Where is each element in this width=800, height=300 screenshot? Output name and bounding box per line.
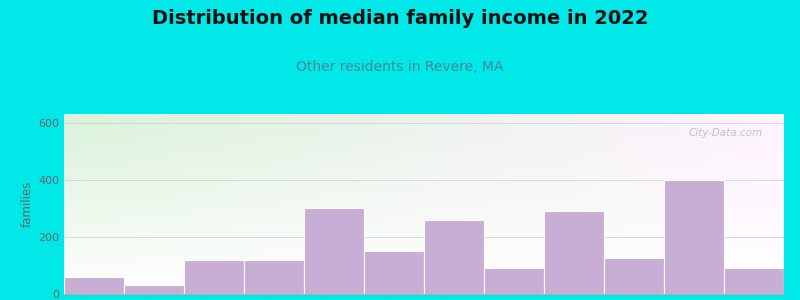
Bar — [604, 258, 664, 294]
Bar — [724, 268, 784, 294]
Text: Other residents in Revere, MA: Other residents in Revere, MA — [296, 60, 504, 74]
Bar — [184, 260, 244, 294]
Bar — [124, 285, 184, 294]
Y-axis label: families: families — [21, 181, 34, 227]
Bar — [664, 180, 724, 294]
Text: Distribution of median family income in 2022: Distribution of median family income in … — [152, 9, 648, 28]
Bar — [364, 251, 424, 294]
Bar — [424, 220, 484, 294]
Bar — [244, 260, 304, 294]
Bar — [484, 268, 544, 294]
Bar — [304, 208, 364, 294]
Text: City-Data.com: City-Data.com — [688, 128, 762, 138]
Bar — [64, 277, 124, 294]
Bar — [544, 211, 604, 294]
